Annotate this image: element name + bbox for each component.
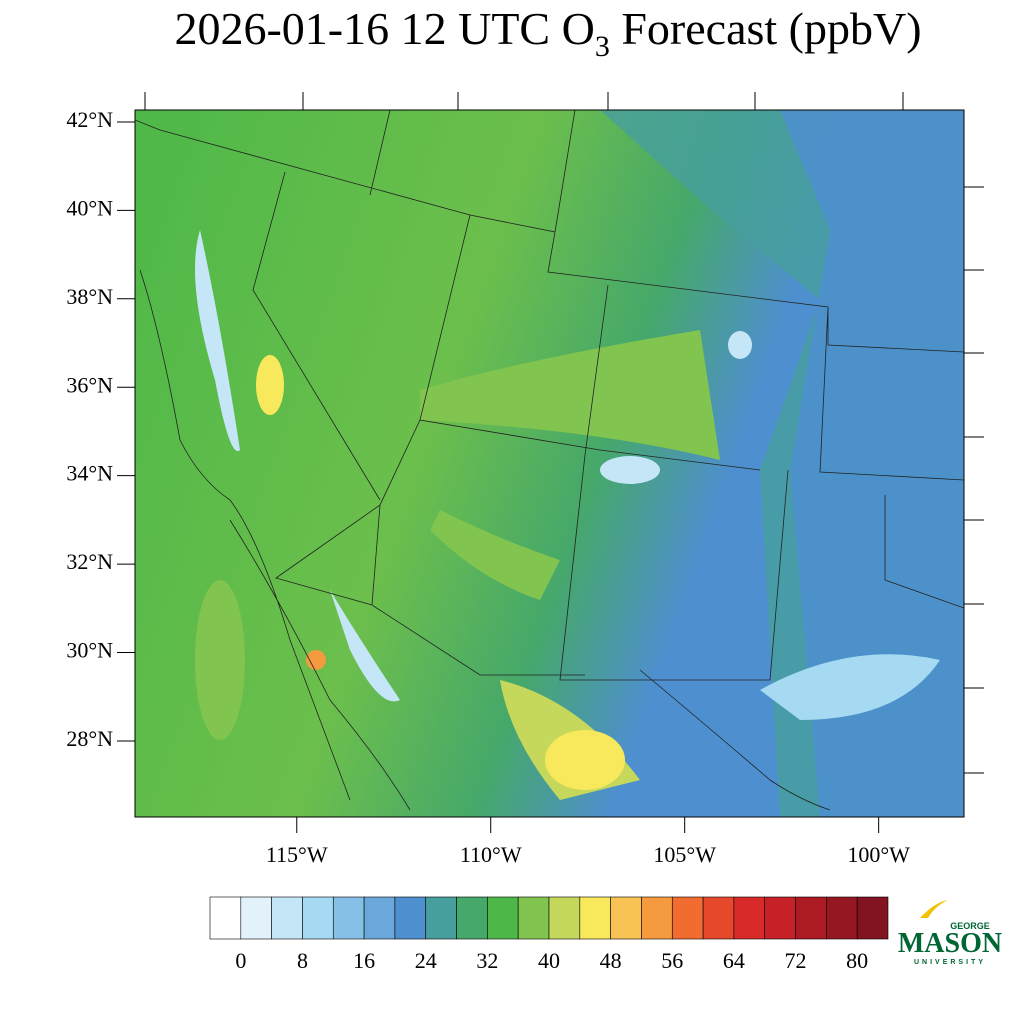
title-main: 2026-01-16 12 UTC O: [174, 3, 594, 54]
colorbar-label: 32: [476, 948, 498, 973]
colorbar-label: 80: [846, 948, 868, 973]
colorbar-box: [856, 896, 889, 940]
logo: GEORGE MASON UNIVERSITY: [898, 900, 1002, 966]
colorbar-box: [332, 896, 365, 940]
lat-label: 36°N: [66, 372, 113, 397]
colorbar-label: 48: [600, 948, 622, 973]
lat-label: 42°N: [66, 107, 113, 132]
colorbar-box: [671, 896, 704, 940]
colorbar-box: [826, 896, 858, 940]
colorbar-label: 16: [353, 948, 375, 973]
lat-label: 40°N: [66, 195, 113, 220]
logo-top: GEORGE: [950, 921, 990, 931]
colorbar-box: [456, 896, 488, 940]
lat-label: 28°N: [66, 726, 113, 751]
colorbar-label: 56: [661, 948, 683, 973]
colorbar-box: [610, 896, 642, 940]
title-rest: Forecast (ppbV): [610, 3, 922, 54]
title: 2026-01-16 12 UTC O3 Forecast (ppbV): [174, 3, 921, 63]
colorbar-box: [795, 896, 827, 940]
colorbar-box: [425, 896, 457, 940]
map-frame: [134, 109, 965, 818]
colorbar-box: [641, 896, 673, 940]
logo-bottom: UNIVERSITY: [914, 959, 986, 966]
lon-label: 105°W: [653, 842, 716, 867]
colorbar-label: 72: [785, 948, 807, 973]
colorbar-label: 64: [723, 948, 745, 973]
colorbar-label: 40: [538, 948, 560, 973]
frame-ticks: [144, 92, 984, 774]
colorbar-box: [733, 896, 766, 940]
lon-label: 115°W: [266, 842, 328, 867]
lat-label: 32°N: [66, 549, 113, 574]
lat-label: 30°N: [66, 638, 113, 663]
logo-name: MASON: [898, 928, 1002, 959]
colorbar-label: 24: [415, 948, 437, 973]
colorbar-box: [209, 896, 242, 940]
colorbar-box: [702, 896, 735, 940]
colorbar-box: [487, 896, 519, 940]
colorbar-box: [271, 896, 303, 940]
lat-label: 34°N: [66, 461, 113, 486]
lon-label: 100°W: [847, 842, 910, 867]
map-field: [135, 110, 964, 817]
colorbar-box: [363, 896, 396, 940]
colorbar-box: [302, 896, 334, 940]
colorbar-box: [579, 896, 611, 940]
lon-label: 110°W: [460, 842, 522, 867]
colorbar-box: [548, 896, 581, 940]
lat-label: 38°N: [66, 284, 113, 309]
colorbar-box: [764, 896, 796, 940]
colorbar-box: [394, 896, 427, 940]
colorbar-box: [517, 896, 550, 940]
title-sub: 3: [595, 30, 610, 63]
colorbar-box: [240, 896, 272, 940]
colorbar-label: 0: [235, 948, 246, 973]
colorbar-label: 8: [297, 948, 308, 973]
